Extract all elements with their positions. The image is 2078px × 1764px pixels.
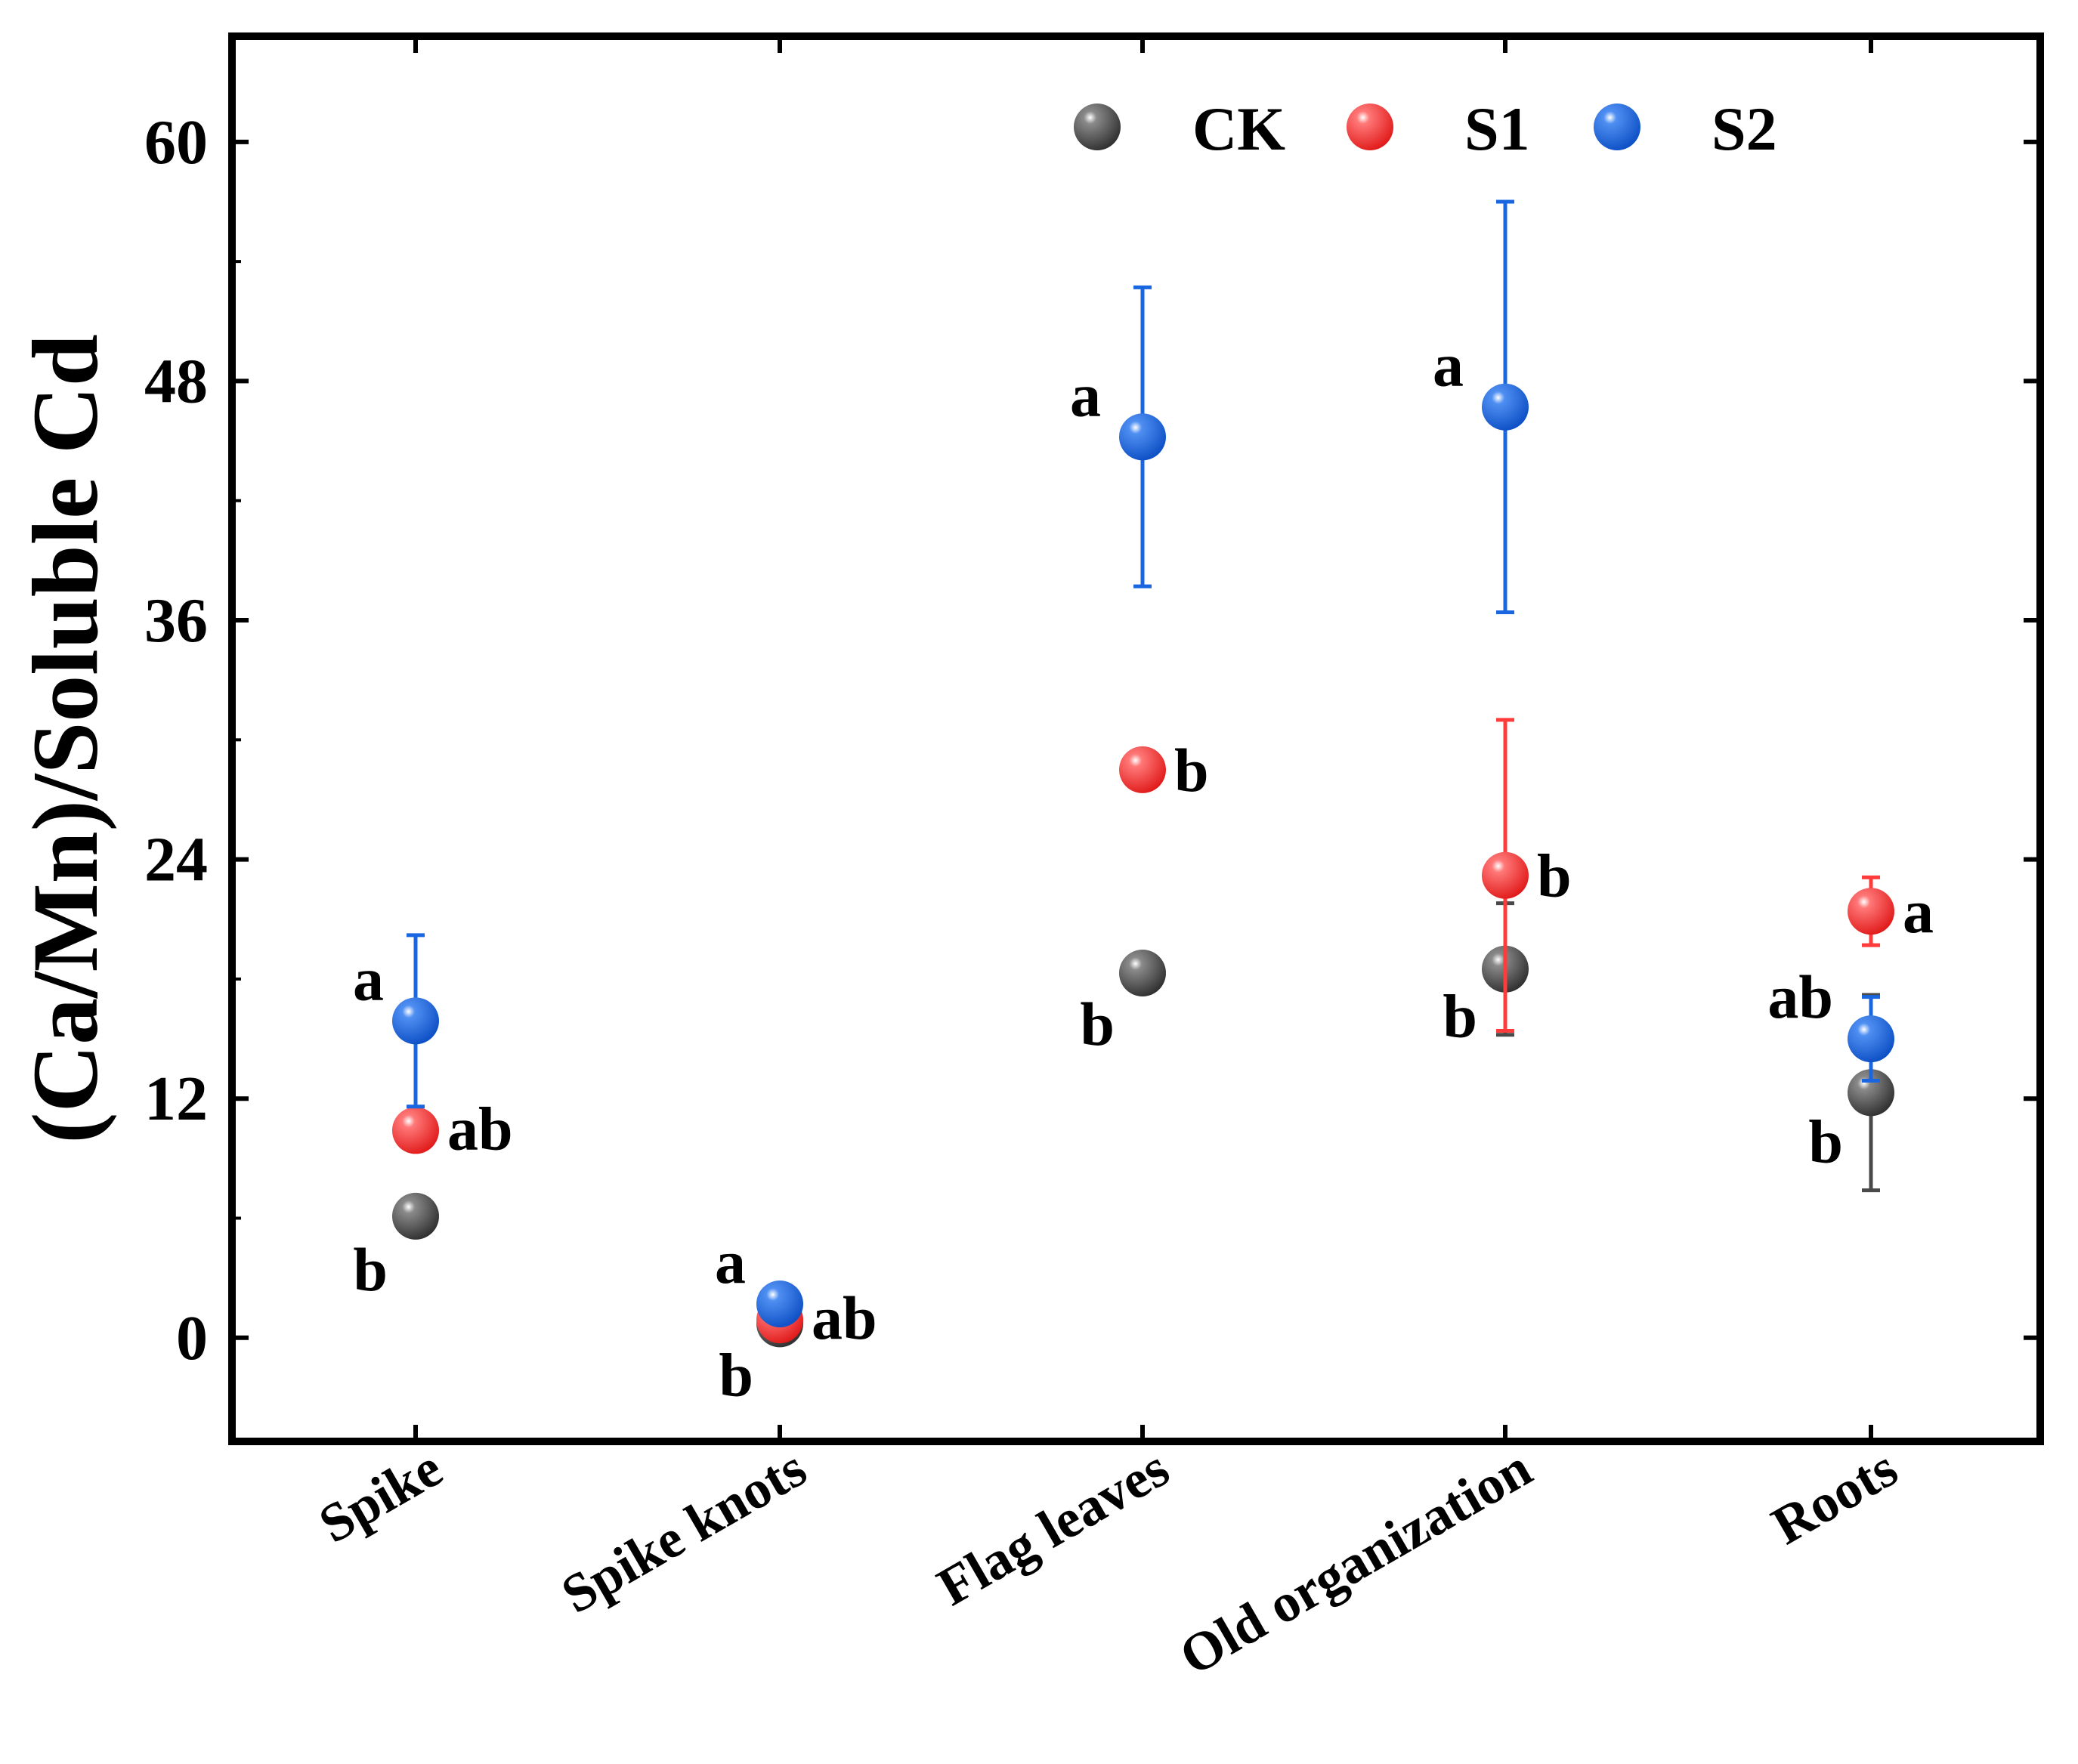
significance-letter: a [353,944,384,1013]
y-tick-label: 0 [176,1303,208,1373]
point-s2 [1482,383,1529,431]
y-tick-label: 48 [144,346,208,416]
significance-letter: b [353,1235,388,1304]
significance-letter: b [719,1340,753,1409]
y-tick-label: 36 [144,585,208,656]
significance-letter: ab [447,1094,513,1163]
significance-letter: b [1080,990,1115,1058]
significance-letter: a [1903,877,1934,946]
point-ck [1848,1069,1894,1117]
point-ck [1119,950,1166,996]
point-s1 [1848,888,1894,935]
significance-letter: a [715,1228,746,1296]
point-s1 [1482,851,1529,899]
series-s2: a a a a ab [353,199,1894,1327]
y-tick-label: 60 [144,107,208,178]
significance-letter: ab [812,1284,877,1352]
point-s2 [756,1280,803,1327]
y-tick-label: 12 [144,1064,208,1134]
legend-marker-s1 [1347,103,1393,150]
significance-letter: a [1433,331,1464,400]
point-s2 [1119,413,1166,461]
x-tick-label: Flag leaves [927,1438,1179,1617]
y-axis-label: (Ca/Mn)/Soluble Cd [14,334,117,1143]
significance-letter: b [1537,842,1572,910]
point-s2 [1848,1015,1894,1063]
series-ck: b b b b b [353,901,1894,1409]
significance-letter: b [1443,982,1477,1051]
x-tick-label: Spike knots [552,1438,816,1625]
legend-label-s1: S1 [1464,94,1530,163]
significance-letter: b [1808,1107,1843,1175]
point-s2 [392,997,439,1045]
legend: CK S1 S2 [1074,94,1777,163]
significance-letter: ab [1767,962,1833,1031]
y-tick-label: 24 [144,825,208,895]
legend-label-ck: CK [1192,94,1285,163]
x-tick-label: Spike [309,1438,452,1555]
x-tick-label: Roots [1762,1438,1907,1556]
y-axis: 0 12 24 36 48 60 [144,107,2040,1373]
point-s1 [392,1107,439,1154]
significance-letter: a [1070,360,1101,429]
legend-label-s2: S2 [1712,94,1777,163]
legend-marker-s2 [1594,103,1640,150]
point-ck [392,1192,439,1240]
x-tick-label: Old organization [1170,1438,1541,1687]
plot-frame [228,32,2044,1445]
significance-letter: b [1174,736,1209,805]
point-s1 [1119,746,1166,793]
legend-marker-ck [1074,103,1121,150]
